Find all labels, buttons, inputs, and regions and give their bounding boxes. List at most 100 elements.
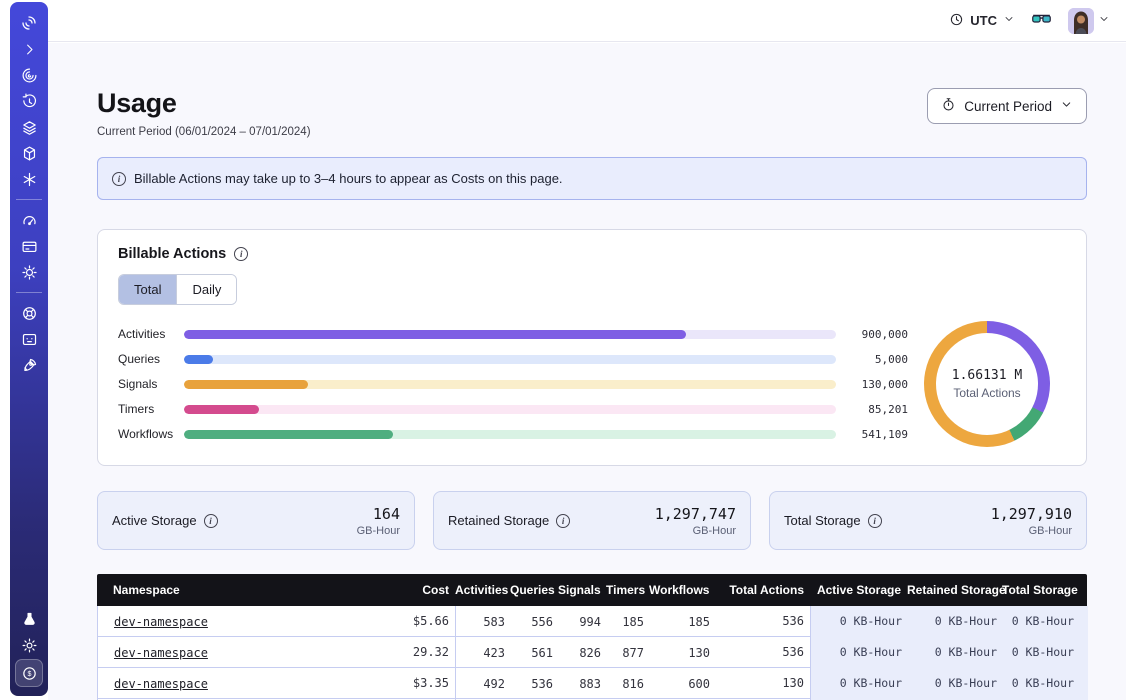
settings-gear-icon[interactable] [15,260,43,284]
table-row: dev-namespace$5.665835569941851855360 KB… [98,606,1086,637]
donut-total-value: 1.66131 M [952,368,1022,383]
bar-fill [184,380,308,389]
table-body: dev-namespace$5.665835569941851855360 KB… [97,606,1087,700]
namespace-link[interactable]: dev-namespace [114,646,208,660]
nexus-asterisk-icon[interactable] [15,167,43,191]
column-header-activities: Activities [455,583,510,597]
theme-sun-icon[interactable] [15,633,43,657]
bar-row-workflows: Workflows541,109 [118,422,908,447]
bar-fill [184,355,213,364]
column-header-signals: Signals [558,583,606,597]
cell-workflows: 185 [650,615,716,629]
info-icon[interactable]: i [556,514,570,528]
bar-track [184,330,836,339]
column-header-timers: Timers [606,583,649,597]
temporal-logo-icon[interactable] [15,11,43,35]
billable-actions-card: Billable Actions i Total Daily Activitie… [97,229,1087,466]
storage-card-label: Retained Storage [448,513,549,528]
donut-ring: 1.66131 M Total Actions [924,321,1050,447]
cell-active-storage: 0 KB-Hour [811,637,908,668]
info-banner-text: Billable Actions may take up to 3–4 hour… [134,171,563,186]
cell-active-storage: 0 KB-Hour [811,606,908,637]
user-menu[interactable] [1068,8,1110,34]
cell-signals: 883 [559,677,607,691]
glasses-icon[interactable] [1031,8,1052,34]
column-header-retained-storage: Retained Storage [907,583,1002,597]
chevron-down-icon [1060,98,1073,114]
table-header: Namespace Cost Activities Queries Signal… [97,574,1087,606]
pricing-dollar-icon[interactable]: $ [15,659,43,687]
info-icon[interactable]: i [204,514,218,528]
bar-row-queries: Queries 5,000 [118,347,908,372]
cell-retained-storage: 0 KB-Hour [908,637,1003,668]
expand-chevron-icon[interactable] [15,37,43,61]
support-lifebuoy-icon[interactable] [15,301,43,325]
bar-track [184,380,836,389]
storage-card-value: 164 [357,505,400,523]
page-title: Usage [97,88,311,119]
cell-retained-storage: 0 KB-Hour [908,668,1003,699]
cell-namespace: dev-namespace [98,646,361,660]
avatar [1068,8,1094,34]
cell-total-actions: 536 [716,637,811,668]
stopwatch-icon [941,97,956,115]
bar-label: Activities [118,327,184,341]
workflows-spiral-icon[interactable] [15,63,43,87]
cell-total-storage: 0 KB-Hour [1003,668,1088,699]
total-storage-card: Total Storage i 1,297,910 GB-Hour [769,491,1087,550]
column-header-total-actions: Total Actions [715,583,810,597]
getting-started-rocket-icon[interactable] [15,353,43,377]
bar-label: Queries [118,352,184,366]
deployments-cube-icon[interactable] [15,141,43,165]
usage-gauge-icon[interactable] [15,208,43,232]
bar-value: 130,000 [836,378,908,391]
feedback-terminal-icon[interactable] [15,327,43,351]
info-icon: i [112,172,126,186]
column-header-namespace: Namespace [97,583,360,597]
timezone-selector[interactable]: UTC [949,12,1015,30]
cell-timers: 816 [607,677,650,691]
info-banner: i Billable Actions may take up to 3–4 ho… [97,157,1087,200]
cell-total-storage: 0 KB-Hour [1003,637,1088,668]
bar-row-signals: Signals130,000 [118,372,908,397]
donut-total-label: Total Actions [953,386,1020,400]
bar-label: Workflows [118,427,184,441]
timezone-label: UTC [970,13,997,28]
tab-daily[interactable]: Daily [176,275,236,304]
storage-card-unit: GB-Hour [991,525,1072,537]
storage-card-unit: GB-Hour [357,525,400,537]
namespace-link[interactable]: dev-namespace [114,677,208,691]
cell-total-actions: 536 [716,606,811,637]
retained-storage-card: Retained Storage i 1,297,747 GB-Hour [433,491,751,550]
clock-icon [949,12,964,30]
period-selector-button[interactable]: Current Period [927,88,1087,124]
tab-total[interactable]: Total [119,275,176,304]
chevron-down-icon [1098,12,1110,30]
billing-card-icon[interactable] [15,234,43,258]
info-icon[interactable]: i [234,247,248,261]
labs-flask-icon[interactable] [15,607,43,631]
cell-signals: 994 [559,615,607,629]
cell-active-storage: 0 KB-Hour [811,668,908,699]
cell-timers: 185 [607,615,650,629]
storage-card-label: Active Storage [112,513,197,528]
cell-cost: $3.35 [361,668,456,699]
cell-total-actions: 130 [716,668,811,699]
bar-label: Timers [118,402,184,416]
billable-actions-chart: Activities900,000 Queries 5,000 Signals130,… [118,321,1066,447]
cell-total-storage: 0 KB-Hour [1003,606,1088,637]
storage-card-value: 1,297,910 [991,505,1072,523]
namespace-link[interactable]: dev-namespace [114,615,208,629]
namespaces-layers-icon[interactable] [15,115,43,139]
period-selector-label: Current Period [964,99,1052,114]
column-header-workflows: Workflows [649,583,715,597]
cell-cost: $5.66 [361,606,456,637]
bar-row-activities: Activities900,000 [118,322,908,347]
bar-value: 5,000 [836,353,908,366]
main-content: Usage Current Period (06/01/2024 – 07/01… [48,43,1126,700]
table-row: dev-namespace$3.354925368838166001300 KB… [98,668,1086,699]
info-icon[interactable]: i [868,514,882,528]
cell-queries: 561 [511,646,559,660]
schedules-retry-icon[interactable] [15,89,43,113]
storage-card-label: Total Storage [784,513,861,528]
